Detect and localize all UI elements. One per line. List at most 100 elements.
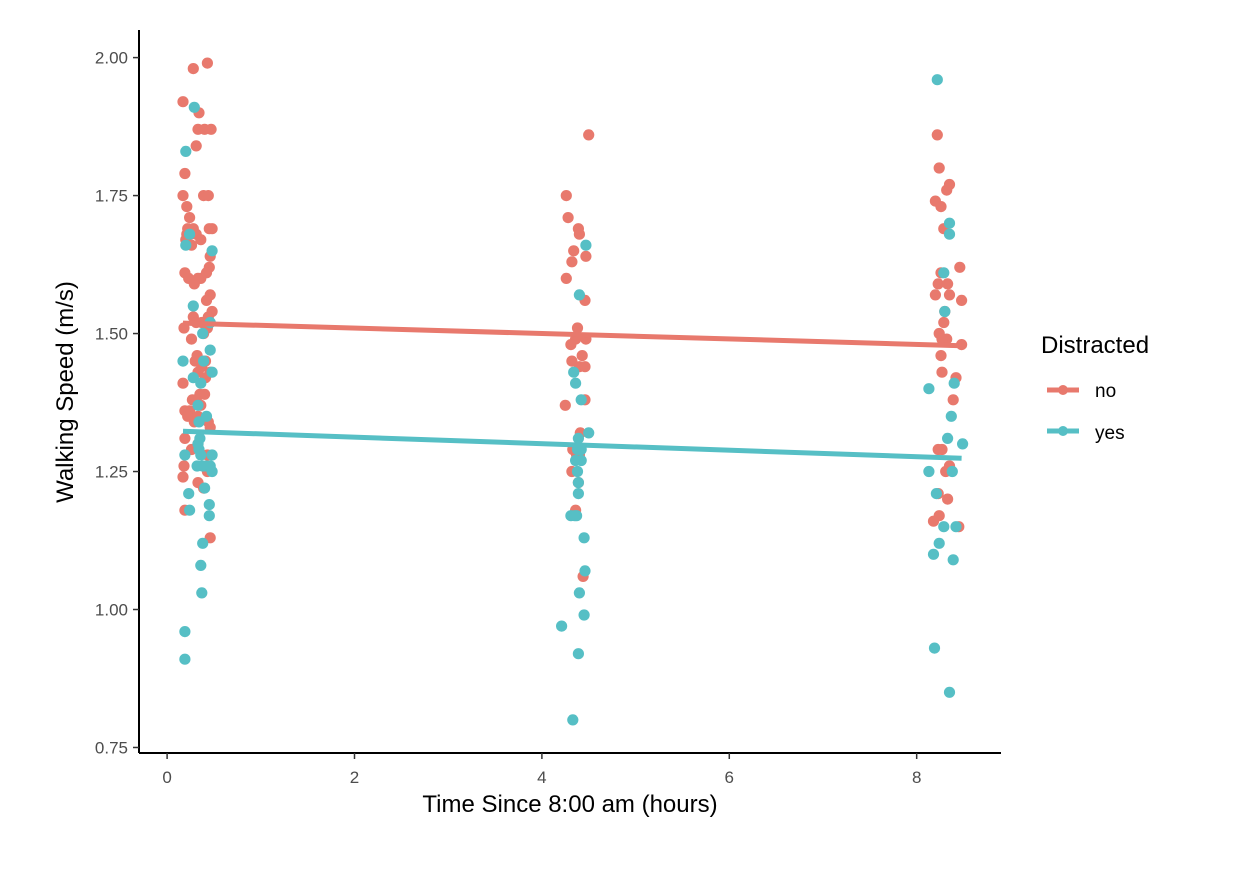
data-point-no-131: [942, 493, 954, 505]
data-point-yes-49: [571, 465, 584, 478]
data-point-no-87: [565, 339, 577, 351]
trend-line-no: [182, 320, 962, 349]
data-point-yes-13: [195, 377, 207, 389]
data-point-yes-79: [947, 554, 959, 566]
data-point-no-107: [935, 201, 947, 213]
x-tick-label-1: 2: [350, 768, 359, 787]
y-tick-label-2: 1.25: [95, 463, 128, 482]
legend: Distracted no yes: [1041, 332, 1149, 444]
data-point-yes-40: [568, 366, 580, 378]
data-point-no-69: [177, 471, 189, 483]
data-point-no-9: [177, 190, 189, 202]
legend-label-yes: yes: [1095, 423, 1125, 444]
data-point-yes-81: [943, 686, 956, 698]
data-point-yes-20: [206, 449, 218, 461]
trend-line-yes: [182, 428, 962, 461]
data-point-yes-75: [938, 521, 950, 533]
data-point-no-114: [943, 289, 956, 301]
data-point-yes-10: [177, 355, 189, 367]
data-point-no-123: [936, 366, 948, 378]
legend-key-dot-yes: [1058, 426, 1068, 436]
data-point-yes-5: [187, 300, 199, 312]
data-point-no-93: [559, 399, 571, 411]
data-point-yes-78: [927, 548, 940, 560]
data-point-yes-35: [196, 587, 208, 599]
data-point-yes-14: [192, 399, 204, 411]
legend-key-dot-no: [1058, 385, 1068, 395]
data-point-yes-3: [180, 239, 192, 251]
data-point-yes-48: [575, 454, 587, 467]
data-point-no-117: [938, 316, 950, 329]
data-point-no-102: [931, 129, 943, 141]
y-axis-ticks: 0.75 1.00 1.25 1.50 1.75 2.00: [95, 49, 139, 757]
data-point-no-91: [579, 361, 591, 373]
data-point-no-112: [942, 278, 954, 290]
data-point-yes-60: [572, 648, 585, 660]
data-point-no-2: [177, 96, 189, 108]
data-point-no-120: [936, 333, 948, 345]
data-point-yes-22: [195, 449, 207, 461]
data-point-no-31: [188, 278, 200, 290]
data-point-no-0: [201, 57, 213, 69]
data-point-yes-28: [199, 482, 211, 494]
data-point-no-84: [571, 322, 584, 334]
data-point-yes-21: [179, 449, 191, 461]
data-point-no-115: [956, 294, 968, 306]
data-point-yes-36: [179, 626, 191, 638]
y-tick-label-3: 1.50: [95, 325, 128, 344]
data-point-no-1: [187, 63, 199, 75]
y-tick-label-1: 1.00: [95, 601, 128, 620]
y-tick-label-0: 0.75: [95, 738, 128, 757]
x-tick-label-4: 8: [912, 768, 921, 787]
data-point-yes-54: [569, 510, 581, 522]
data-point-yes-30: [203, 499, 215, 511]
data-point-yes-71: [957, 438, 969, 450]
data-point-no-113: [929, 289, 942, 301]
data-point-yes-0: [188, 101, 200, 113]
x-tick-label-2: 4: [537, 768, 546, 787]
data-point-yes-59: [556, 620, 568, 632]
points-layer: [177, 57, 969, 726]
legend-title: Distracted: [1041, 332, 1149, 359]
data-point-yes-63: [943, 217, 956, 229]
data-point-no-105: [941, 184, 953, 196]
data-point-yes-27: [206, 465, 218, 478]
data-point-no-42: [185, 333, 198, 345]
x-tick-label-3: 6: [725, 768, 734, 787]
data-point-yes-1: [180, 145, 192, 157]
data-point-no-122: [935, 350, 947, 362]
data-point-no-81: [566, 256, 578, 268]
data-point-no-78: [573, 228, 586, 240]
data-point-yes-33: [197, 537, 209, 549]
data-point-yes-65: [938, 267, 950, 279]
data-point-no-7: [190, 140, 202, 152]
data-point-yes-50: [572, 477, 585, 489]
data-point-yes-72: [946, 465, 958, 478]
data-point-yes-73: [923, 465, 935, 478]
data-point-no-17: [203, 223, 215, 235]
y-tick-label-5: 2.00: [95, 49, 128, 68]
data-point-no-133: [927, 515, 940, 527]
data-point-no-13: [184, 212, 196, 224]
data-point-yes-77: [933, 537, 945, 549]
data-point-yes-44: [572, 432, 585, 444]
data-point-no-11: [202, 190, 214, 202]
data-point-no-33: [200, 294, 213, 306]
x-axis-ticks: 0 2 4 6 8: [162, 753, 921, 787]
data-point-yes-42: [575, 394, 587, 406]
data-point-yes-67: [948, 377, 960, 389]
data-point-yes-39: [573, 289, 586, 301]
data-point-yes-34: [195, 559, 207, 572]
data-point-yes-70: [942, 432, 954, 444]
data-point-yes-7: [197, 327, 209, 340]
data-point-yes-69: [945, 410, 957, 422]
data-point-yes-80: [928, 642, 941, 654]
data-point-yes-4: [206, 245, 218, 257]
data-point-yes-56: [579, 565, 591, 577]
trend-lines: [182, 320, 962, 461]
data-point-no-74: [583, 129, 595, 141]
data-point-no-125: [947, 394, 959, 406]
data-point-no-88: [576, 350, 588, 362]
x-axis-title: Time Since 8:00 am (hours): [422, 791, 717, 818]
